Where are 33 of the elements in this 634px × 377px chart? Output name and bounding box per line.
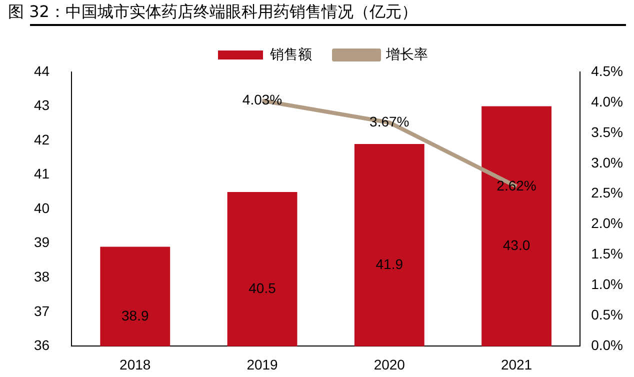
y2-tick-label: 1.5%: [591, 246, 624, 262]
y2-tick-label: 2.0%: [591, 215, 624, 232]
data-label: 43.0: [502, 237, 530, 254]
y-tick-label: 40: [34, 200, 50, 216]
y2-tick-label: 4.5%: [591, 62, 624, 79]
legend-label: 增长率: [385, 46, 428, 62]
y-tick-label: 36: [34, 337, 50, 354]
x-tick-label: 2020: [374, 356, 406, 372]
data-label: 2.62%: [496, 177, 536, 194]
data-label: 40.5: [248, 280, 276, 296]
chart-title: 图 32：中国城市实体药店终端眼科用药销售情况（亿元）: [8, 2, 418, 23]
y-tick-label: 42: [34, 131, 50, 148]
y2-tick-label: 2.5%: [591, 184, 624, 201]
data-label: 4.03%: [242, 92, 282, 108]
y-tick-label: 38: [34, 268, 50, 285]
y2-tick-label: 0.0%: [591, 337, 624, 354]
x-tick-label: 2021: [500, 356, 532, 372]
legend-label: 销售额: [269, 46, 312, 62]
x-tick-label: 2019: [246, 356, 278, 372]
data-label: 38.9: [122, 307, 149, 324]
x-tick-label: 2018: [120, 356, 151, 372]
y2-tick-label: 3.5%: [591, 124, 624, 140]
y2-tick-label: 1.0%: [591, 276, 624, 292]
y-tick-label: 43: [34, 97, 50, 114]
y-tick-label: 39: [34, 234, 50, 250]
y2-tick-label: 0.5%: [591, 306, 624, 323]
data-label: 41.9: [376, 256, 404, 272]
y2-tick-label: 4.0%: [591, 93, 624, 110]
y2-tick-label: 3.0%: [591, 154, 624, 170]
y-tick-label: 44: [34, 62, 50, 79]
y-tick-label: 41: [34, 166, 50, 182]
y-tick-label: 37: [34, 302, 50, 319]
data-label: 3.67%: [370, 113, 410, 130]
